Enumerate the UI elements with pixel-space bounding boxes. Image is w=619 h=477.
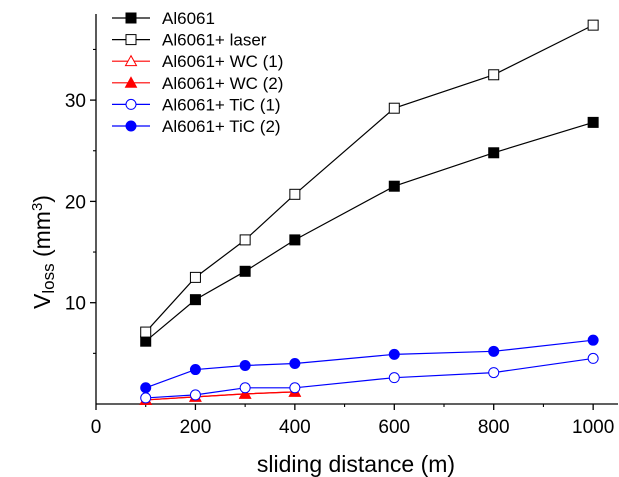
data-point xyxy=(189,271,201,283)
legend-label: Al6061+ laser xyxy=(162,31,267,50)
data-point xyxy=(488,345,500,357)
x-tick-label: 400 xyxy=(279,417,311,438)
data-point xyxy=(289,234,301,246)
data-point xyxy=(388,348,400,360)
legend-marker xyxy=(124,54,138,67)
series-line xyxy=(145,121,594,342)
data-point xyxy=(140,326,152,338)
legend-item-5: Al6061+ TiC (2) xyxy=(112,117,281,136)
x-tick-label: 600 xyxy=(378,417,410,438)
data-point xyxy=(587,19,599,31)
legend: Al6061 Al6061+ laser Al6061+ WC (1) Al6061+… xyxy=(112,9,283,136)
series-line xyxy=(145,357,594,399)
legend-label: Al6061+ WC (2) xyxy=(162,74,283,93)
data-point xyxy=(189,389,201,401)
data-point xyxy=(388,102,400,114)
legend-item-4: Al6061+ TiC (1) xyxy=(112,95,281,114)
series-1 xyxy=(140,19,599,338)
data-point xyxy=(140,382,152,394)
data-point xyxy=(189,294,201,306)
legend-label: Al6061 xyxy=(162,9,215,28)
data-point xyxy=(388,180,400,192)
legend-label: Al6061+ TiC (1) xyxy=(162,95,281,114)
series-4 xyxy=(140,352,599,404)
legend-item-1: Al6061+ laser xyxy=(112,31,267,50)
x-tick-label: 200 xyxy=(180,417,212,438)
data-point xyxy=(239,234,251,246)
series-layer xyxy=(139,19,599,405)
x-tick-label: 800 xyxy=(478,417,510,438)
data-point xyxy=(289,188,301,200)
x-axis: 0 200 400 600 800 1000 xyxy=(91,404,614,438)
data-point xyxy=(587,116,599,128)
series-5 xyxy=(140,334,599,394)
plot-area xyxy=(95,14,618,405)
legend-item-3: Al6061+ WC (2) xyxy=(112,74,283,93)
data-point xyxy=(140,335,152,347)
y-tick-label: 20 xyxy=(65,192,86,213)
data-point xyxy=(488,367,500,379)
data-point xyxy=(587,334,599,346)
legend-marker xyxy=(125,98,137,110)
data-point xyxy=(587,352,599,364)
y-axis: 10 20 30 xyxy=(65,48,96,354)
legend-marker xyxy=(125,12,137,24)
series-line xyxy=(145,391,295,401)
legend-marker xyxy=(124,76,138,88)
legend-label: Al6061+ TiC (2) xyxy=(162,117,281,136)
y-tick-label: 30 xyxy=(65,91,86,112)
x-axis-label: sliding distance (m) xyxy=(257,451,455,477)
data-point xyxy=(488,69,500,81)
data-point xyxy=(239,360,251,372)
legend-marker xyxy=(125,120,137,132)
y-tick-label: 10 xyxy=(65,294,86,315)
series-3 xyxy=(139,385,302,405)
legend-marker xyxy=(125,34,137,46)
data-point xyxy=(289,357,301,369)
data-point xyxy=(239,265,251,277)
x-tick-label: 0 xyxy=(91,417,102,438)
data-point xyxy=(239,382,251,394)
data-point xyxy=(289,382,301,394)
legend-item-2: Al6061+ WC (1) xyxy=(112,52,283,71)
data-point xyxy=(488,147,500,159)
data-point xyxy=(238,387,252,399)
legend-item-0: Al6061 xyxy=(112,9,215,28)
series-0 xyxy=(140,116,599,347)
data-point xyxy=(388,372,400,384)
legend-label: Al6061+ WC (1) xyxy=(162,52,283,71)
data-point xyxy=(189,364,201,376)
x-tick-label: 1000 xyxy=(572,417,614,438)
data-point xyxy=(140,392,152,404)
y-axis-label: Vloss (mm3) xyxy=(29,195,59,309)
